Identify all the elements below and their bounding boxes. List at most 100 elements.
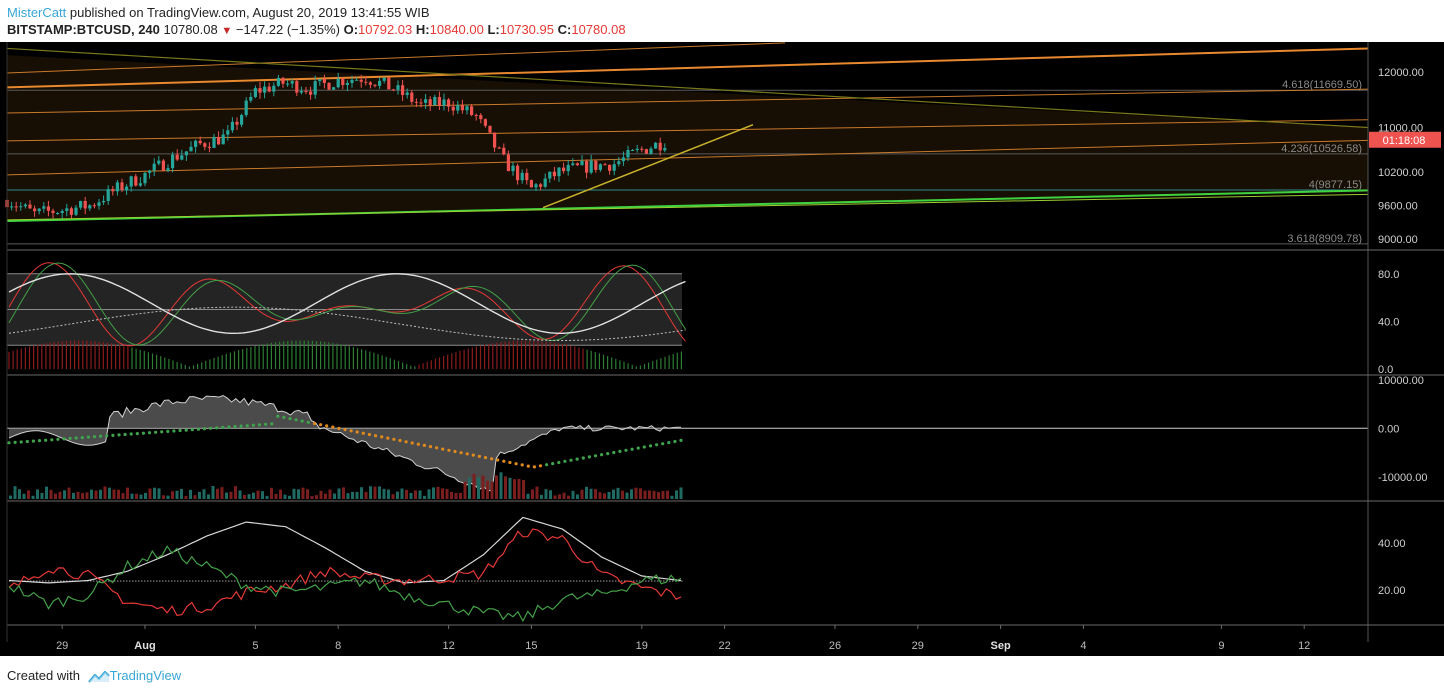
flow-signal-dot [209,426,213,430]
flow-signal-dot [606,452,610,456]
volume-bar [54,493,57,499]
candle-body [42,206,46,209]
dmi-ref-dot [144,580,146,582]
dmi-ref-dot [669,580,671,582]
price-tag-box [1369,131,1441,148]
dmi-ref-dot [465,580,467,582]
volume-bar [517,478,521,499]
flow-signal-dot [270,422,274,426]
candle-body [332,87,336,90]
candle-body [557,167,561,177]
candle-body [493,132,497,148]
dmi-ref-dot [384,580,386,582]
candle-body [525,172,529,181]
volume-bar [639,488,642,499]
volume-bar [49,489,53,499]
volume-bar [675,490,678,499]
volume-bar [418,490,422,499]
dmi-ref-dot [210,580,212,582]
osc-white-line [8,273,686,334]
dmi-panel[interactable] [8,516,683,623]
candle-body [157,160,161,164]
volume-bar [454,492,458,499]
tradingview-brand[interactable]: TradingView [109,668,182,683]
dmi-ref-dot [390,580,392,582]
flow-signal-dot [496,458,500,462]
flow-signal-dot [520,463,524,467]
candle-body [83,201,87,209]
chart-area[interactable]: 4.618(11669.50) 4.236(10526.58) 4(9877.15)… [0,42,1444,656]
flow-signal-dot [196,427,200,431]
volume-bar [90,489,93,499]
dmi-ref-dot [90,580,92,582]
dmi-ref-dot [603,580,605,582]
dmi-ref-dot [354,580,356,582]
volume-bar [198,491,201,499]
dmi-ref-dot [138,580,140,582]
volume-bar [378,486,381,499]
volume-bar [355,491,359,499]
volume-flow-panel[interactable] [7,394,1368,500]
flow-signal-dot [661,442,665,446]
volume-bar [571,490,575,499]
dmi-ref-dot [282,580,284,582]
candle-body [663,148,667,151]
flow-signal-dot [111,433,115,437]
dmi-ref-dot [480,580,482,582]
channel-fill [7,55,1368,223]
flow-signal-dot [282,415,286,419]
x-tick-label: Aug [134,640,155,652]
volume-bar [184,495,188,499]
candle-body [539,184,543,187]
dmi-ref-dot [204,580,206,582]
dmi-ref-dot [660,580,662,582]
dmi-ref-dot [300,580,302,582]
volume-bar [121,493,125,499]
candle-body [74,207,78,215]
candle-body [410,92,414,102]
dmi-ref-dot [270,580,272,582]
candle-body [148,170,152,173]
flow-signal-dot [343,428,347,432]
candle-body [226,130,230,135]
volume-bar [207,494,210,499]
flow-signal-dot [80,436,84,440]
candle-body [207,146,211,148]
flow-signal-dot [129,432,133,436]
flow-signal-dot [312,421,317,426]
candle-body [60,210,64,213]
dmi-ref-dot [570,580,572,582]
volume-bar [553,495,557,499]
price-panel[interactable]: 4.618(11669.50) 4.236(10526.58) 4(9877.15)… [5,42,1441,245]
flow-signal-dot [135,432,139,436]
oscillator-panel[interactable] [7,262,686,370]
flow-signal-dot [154,430,158,434]
dmi-ref-dot [648,580,650,582]
osc-axis-label: 40.0 [1378,316,1399,328]
dmi-ref-dot [456,580,458,582]
dmi-ref-dot [297,580,299,582]
author-link[interactable]: MisterCatt [7,5,67,20]
flow-signal-dot [44,438,48,442]
dmi-ref-dot [234,580,236,582]
dmi-ref-dot [273,580,275,582]
dmi-ref-dot [93,580,95,582]
flow-signal-dot [630,447,634,451]
x-tick-label: 8 [335,640,341,652]
dmi-ref-dot [108,580,110,582]
dmi-ref-dot [66,580,68,582]
volume-bar [22,493,26,499]
flow-axis-label: 10000.00 [1378,375,1424,387]
volume-bar [279,489,282,499]
dmi-ref-dot [198,580,200,582]
osc-green-line [8,262,686,346]
chart-canvas[interactable]: 4.618(11669.50) 4.236(10526.58) 4(9877.15)… [0,42,1444,656]
candle-body [598,164,602,170]
candle-body [575,163,579,166]
dmi-ref-dot [645,580,647,582]
volume-bar [612,489,615,499]
dmi-ref-dot [681,580,683,582]
dmi-ref-dot [216,580,218,582]
dmi-ref-dot [267,580,269,582]
flow-signal-dot [13,440,17,444]
